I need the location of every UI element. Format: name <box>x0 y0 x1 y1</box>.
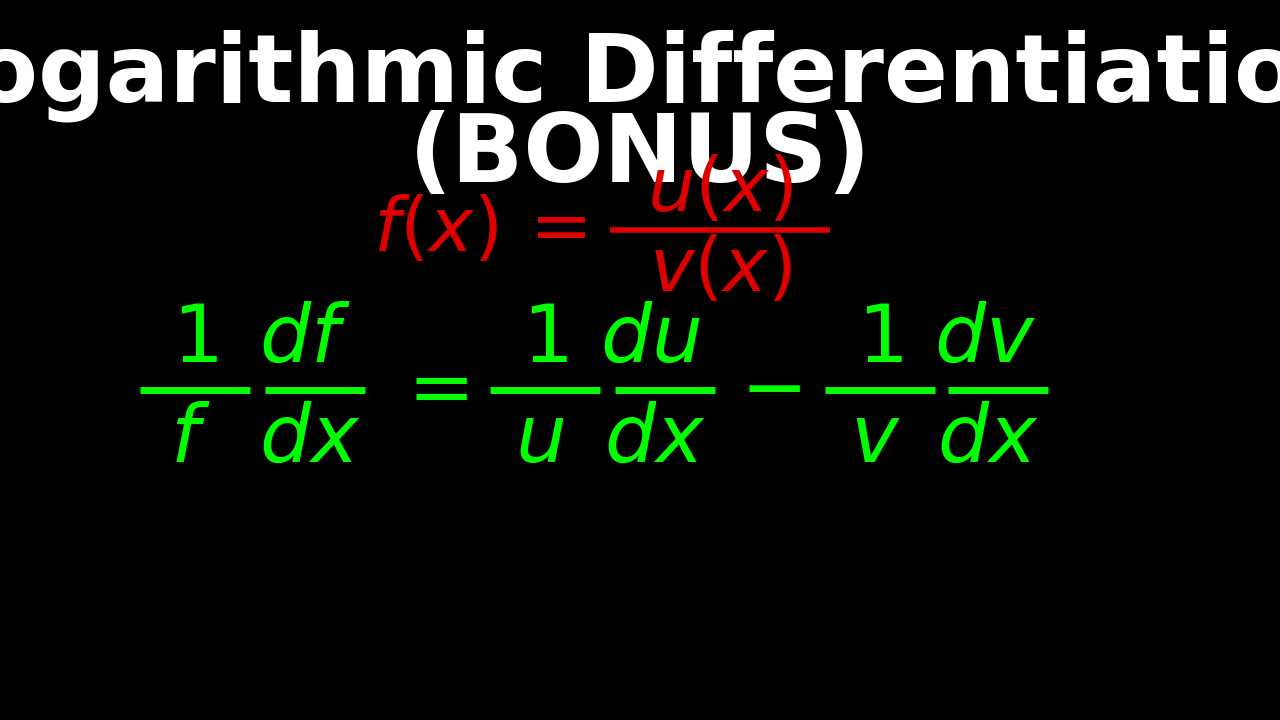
Text: (BONUS): (BONUS) <box>408 110 872 202</box>
Text: $1$: $1$ <box>858 301 902 379</box>
Text: Logarithmic Differentiation: Logarithmic Differentiation <box>0 30 1280 122</box>
Text: $dx$: $dx$ <box>260 401 361 479</box>
Text: $dx$: $dx$ <box>604 401 705 479</box>
Text: $v(x)$: $v(x)$ <box>649 234 791 306</box>
Text: $df$: $df$ <box>260 301 351 379</box>
Text: $=$: $=$ <box>392 351 468 429</box>
Text: $v$: $v$ <box>850 401 900 479</box>
Text: $f(x)\,=$: $f(x)\,=$ <box>374 194 586 266</box>
Text: $1$: $1$ <box>522 301 568 379</box>
Text: $-$: $-$ <box>740 351 800 429</box>
Text: $f$: $f$ <box>170 401 210 479</box>
Text: $dx$: $dx$ <box>937 401 1038 479</box>
Text: $u$: $u$ <box>516 401 564 479</box>
Text: $dv$: $dv$ <box>934 301 1036 379</box>
Text: $du$: $du$ <box>600 301 700 379</box>
Text: $u(x)$: $u(x)$ <box>648 154 792 226</box>
Text: $1$: $1$ <box>172 301 218 379</box>
